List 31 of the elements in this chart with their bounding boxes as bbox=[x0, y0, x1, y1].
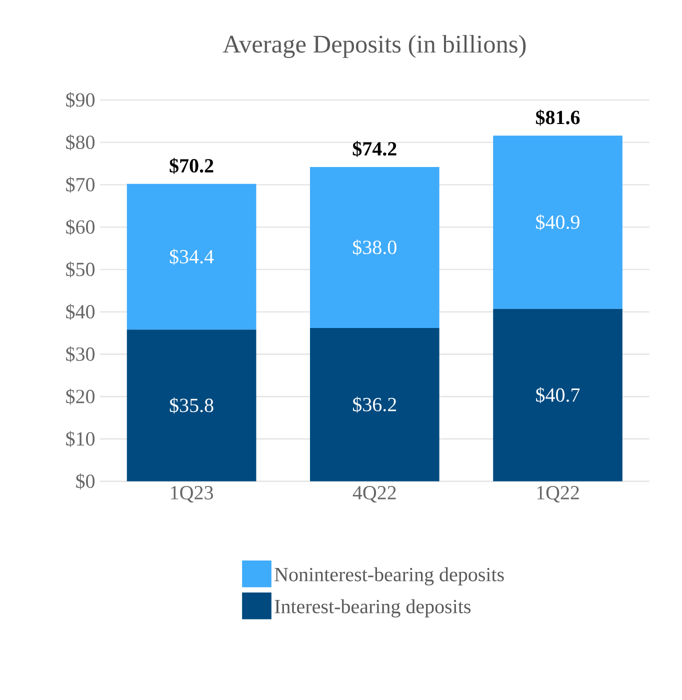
total-label: $74.2 bbox=[352, 140, 396, 157]
y-tick-label: $0 bbox=[76, 473, 95, 490]
y-tick-label: $70 bbox=[66, 176, 95, 193]
data-label: $34.4 bbox=[170, 248, 214, 265]
legend-label: Noninterest-bearing deposits bbox=[274, 567, 504, 586]
y-tick-label: $40 bbox=[66, 304, 95, 320]
bar bbox=[126, 330, 256, 482]
x-tick-label: 4Q22 bbox=[352, 486, 396, 503]
y-tick-label: $90 bbox=[66, 92, 95, 108]
total-label: $70.2 bbox=[170, 158, 214, 174]
data-label: $36.2 bbox=[353, 396, 396, 413]
y-tick-label: $50 bbox=[66, 262, 95, 278]
bar bbox=[126, 184, 256, 330]
data-label: $38.0 bbox=[353, 239, 396, 256]
y-tick-label: $10 bbox=[66, 430, 95, 447]
chart-title: Average Deposits (in billions) bbox=[222, 34, 526, 58]
total-label: $81.6 bbox=[536, 110, 580, 126]
y-tick-label: $30 bbox=[66, 346, 95, 362]
y-tick-label: $20 bbox=[66, 388, 95, 405]
legend-label: Interest-bearing deposits bbox=[274, 599, 470, 618]
bar bbox=[493, 308, 622, 482]
bar bbox=[493, 136, 622, 309]
data-label: $40.7 bbox=[536, 387, 580, 404]
data-label: $35.8 bbox=[170, 398, 214, 414]
bar bbox=[310, 328, 440, 482]
y-tick-label: $80 bbox=[66, 134, 95, 150]
data-label: $40.9 bbox=[536, 214, 580, 230]
y-tick-label: $60 bbox=[66, 219, 95, 236]
x-tick-label: 1Q23 bbox=[171, 486, 213, 503]
x-tick-label: 1Q22 bbox=[537, 486, 579, 503]
bar bbox=[310, 166, 440, 328]
